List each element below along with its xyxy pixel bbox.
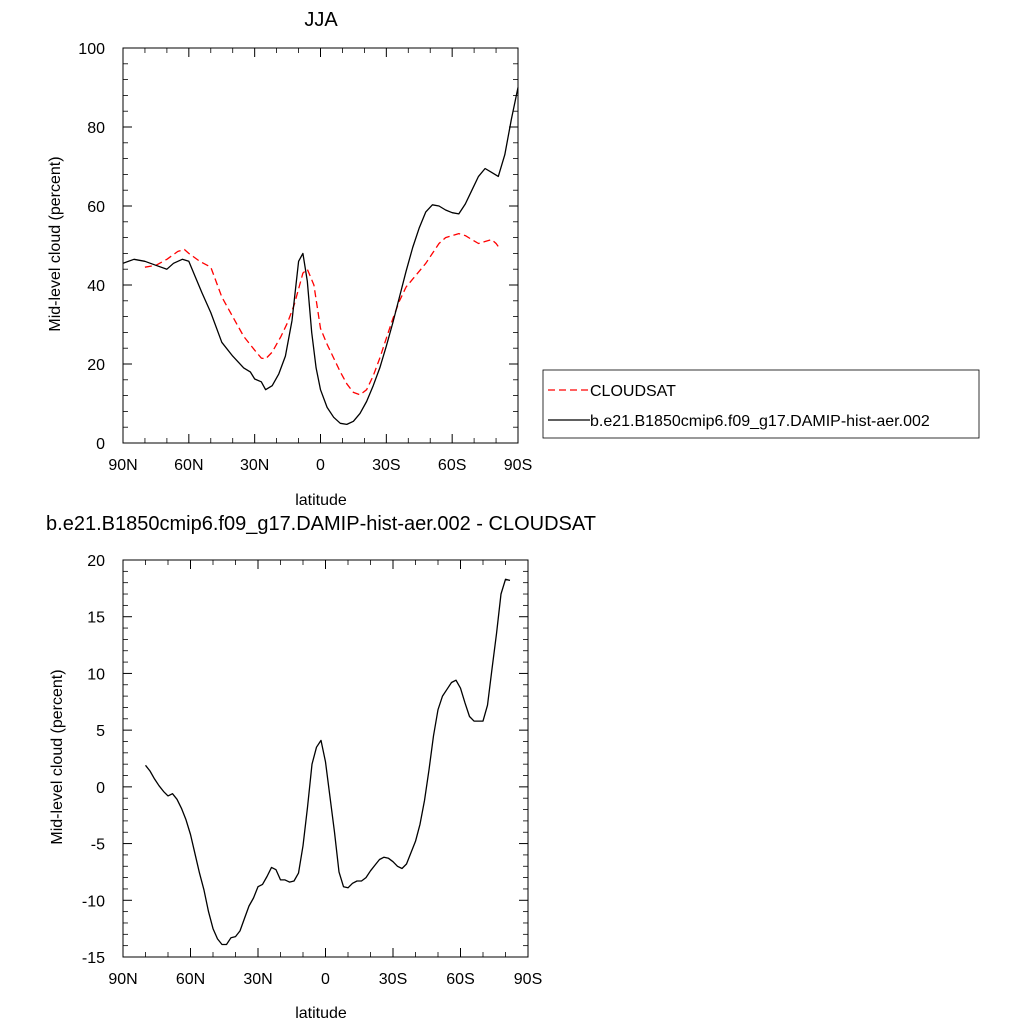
top-series-line-0: [144, 232, 501, 396]
bottom-ytick-label: -5: [91, 837, 105, 854]
bottom-ylabel: Mid-level cloud (percent): [49, 669, 66, 844]
top-xtick-label: 0: [316, 457, 325, 474]
top-title: JJA: [304, 9, 338, 31]
legend-label-cloudsat: CLOUDSAT: [590, 383, 676, 400]
top-xlabel: latitude: [295, 492, 347, 509]
bottom-ytick-label: -10: [82, 893, 105, 910]
bottom-xlabel: latitude: [295, 1005, 347, 1022]
top-xtick-label: 30S: [372, 457, 400, 474]
top-ytick-label: 40: [87, 278, 105, 295]
legend-box: [542, 369, 980, 439]
top-xtick-label: 90N: [108, 457, 137, 474]
legend-label-model: b.e21.B1850cmip6.f09_g17.DAMIP-hist-aer.…: [590, 413, 930, 430]
top-ytick-label: 100: [78, 41, 105, 58]
bottom-series-lines: [144, 578, 511, 946]
legend: CLOUDSAT b.e21.B1850cmip6.f09_g17.DAMIP-…: [542, 369, 980, 439]
bottom-plot-frame: [122, 559, 529, 958]
top-xtick-label: 60N: [174, 457, 203, 474]
top-ytick-label: 60: [87, 199, 105, 216]
bottom-xtick-label: 60S: [446, 971, 474, 988]
bottom-xtick-label: 30N: [243, 971, 272, 988]
top-xtick-label: 60S: [438, 457, 466, 474]
bottom-ytick-label: 10: [87, 666, 105, 683]
top-plot-frame: [122, 47, 519, 444]
bottom-ytick-label: 5: [96, 723, 105, 740]
top-series-lines: [122, 87, 519, 426]
top-xtick-label: 30N: [240, 457, 269, 474]
top-ylabel: Mid-level cloud (percent): [47, 156, 64, 331]
top-xtick-label: 90S: [504, 457, 532, 474]
bottom-title: b.e21.B1850cmip6.f09_g17.DAMIP-hist-aer.…: [46, 513, 596, 535]
bottom-tick-labels: 90N 60N 30N 0 30S 60S 90S -15 -10 -5 0 5 10 15 20: [82, 553, 542, 988]
top-ytick-label: 80: [87, 120, 105, 137]
top-ytick-label: 0: [96, 436, 105, 453]
top-axis-ticks: [122, 47, 519, 444]
bottom-xtick-label: 90S: [514, 971, 542, 988]
bottom-xtick-label: 90N: [108, 971, 137, 988]
bottom-ytick-label: -15: [82, 950, 105, 967]
top-ytick-label: 20: [87, 357, 105, 374]
panel-bottom: b.e21.B1850cmip6.f09_g17.DAMIP-hist-aer.…: [46, 513, 596, 1022]
bottom-ytick-label: 0: [96, 780, 105, 797]
top-tick-labels: 90N 60N 30N 0 30S 60S 90S 0 20 40 60 80 100: [78, 41, 532, 474]
bottom-xtick-label: 0: [321, 971, 330, 988]
panel-top: JJA Mid-level cloud (percent) latitude 9…: [47, 9, 532, 509]
bottom-series-line-0: [144, 578, 511, 946]
bottom-ytick-label: 15: [87, 610, 105, 627]
bottom-axis-ticks: [122, 559, 529, 958]
bottom-xtick-label: 30S: [379, 971, 407, 988]
bottom-ytick-label: 20: [87, 553, 105, 570]
bottom-xtick-label: 60N: [176, 971, 205, 988]
top-series-line-1: [122, 87, 519, 426]
